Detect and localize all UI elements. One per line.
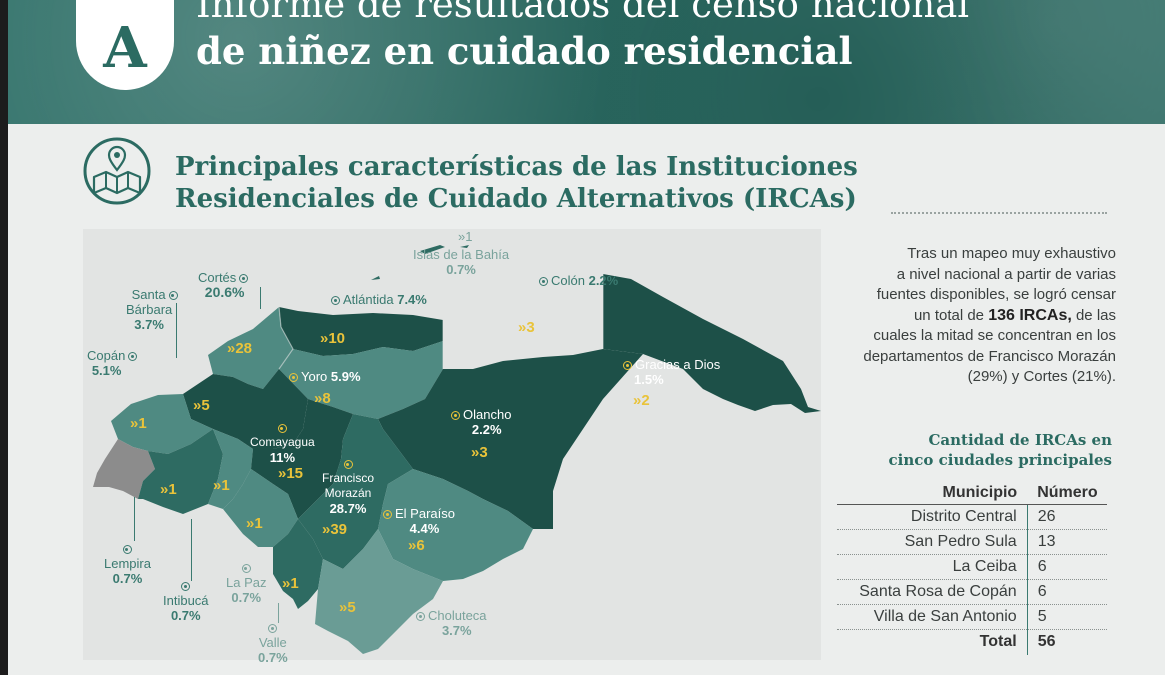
- header-banner: A Informe de resultados del censo nacion…: [8, 0, 1165, 124]
- report-title-line2: de niñez en cuidado residencial: [196, 29, 853, 73]
- col-numero: Número: [1027, 483, 1107, 505]
- count-cortes: »28: [227, 340, 253, 357]
- label-copan: Copán 5.1%: [87, 348, 140, 378]
- intro-line: Tras un mapeo muy exhaustivo: [907, 245, 1116, 262]
- table-total-row: Total 56: [837, 629, 1107, 655]
- map-santa-barbara: [183, 369, 308, 449]
- label-islas-de-la-bahia: Islas de la Bahía 0.7%: [413, 247, 510, 277]
- report-title: Informe de resultados del censo nacional…: [196, 0, 969, 74]
- count-francisco-morazan: »39: [322, 521, 348, 538]
- map-el-paraiso: [378, 469, 533, 581]
- table-row: Santa Rosa de Copán 6: [837, 579, 1107, 605]
- leader-intibuca: [191, 519, 192, 581]
- map-borders: [278, 274, 604, 370]
- count-colon: »3: [518, 319, 535, 336]
- leader-valle: [278, 603, 279, 623]
- map-choluteca: [315, 529, 443, 654]
- table-header-row: Municipio Número: [837, 483, 1107, 505]
- table-row: San Pedro Sula 13: [837, 529, 1107, 555]
- section-title-line2: Residenciales de Cuidado Alternativos (I…: [175, 184, 857, 214]
- label-lempira: Lempira 0.7%: [104, 541, 151, 586]
- label-comayagua: Comayagua 11%: [250, 420, 315, 465]
- label-la-paz: La Paz 0.7%: [226, 560, 266, 605]
- label-yoro: Yoro 5.9%: [286, 369, 361, 384]
- count-atlantida: »10: [320, 330, 346, 347]
- section-badge: A: [76, 0, 174, 90]
- section-title-line1: Principales características de las Insti…: [175, 152, 858, 182]
- count-el-paraiso: »6: [408, 537, 425, 554]
- intro-line: departamentos de Francisco Morazán: [863, 347, 1116, 365]
- map-gracias-a-dios: [603, 274, 821, 413]
- col-municipio: Municipio: [837, 483, 1028, 505]
- section-title: Principales características de las Insti…: [175, 151, 858, 215]
- leader-cortes: [260, 287, 261, 309]
- count-gracias-a-dios: »2: [633, 392, 650, 409]
- ircas-table: Municipio Número Distrito Central 26 San …: [837, 483, 1107, 655]
- count-lempira: »1: [160, 481, 177, 498]
- leader-lempira: [134, 497, 135, 541]
- map-cortes: [208, 307, 293, 389]
- label-santa-barbara: Santa Bárbara 3.7%: [126, 287, 186, 332]
- map-olancho: [378, 349, 643, 529]
- count-choluteca: »5: [339, 599, 356, 616]
- table-row: Distrito Central 26: [837, 504, 1107, 530]
- page: A Informe de resultados del censo nacion…: [8, 0, 1165, 675]
- map-atlantida: [279, 307, 443, 356]
- label-atlantida: Atlántida 7.4%: [328, 292, 427, 307]
- count-intibuca: »1: [213, 477, 230, 494]
- count-santa-barbara: »5: [193, 397, 210, 414]
- count-comayagua: »15: [278, 465, 304, 482]
- count-olancho: »3: [471, 444, 488, 461]
- map-la-paz: [223, 469, 298, 547]
- count-yoro: »8: [314, 390, 331, 407]
- count-copan: »1: [130, 415, 147, 432]
- label-cortes: Cortés 20.6%: [198, 270, 251, 300]
- intro-line: cuales la mitad se concentran en los: [873, 327, 1116, 344]
- report-title-line1: Informe de resultados del censo nacional: [196, 0, 970, 26]
- label-olancho: Olancho 2.2%: [448, 407, 511, 437]
- map-ocotepeque: [93, 439, 155, 499]
- intro-line: un total de 136 IRCAs, de las: [913, 306, 1116, 324]
- map-copan: [111, 394, 213, 454]
- leader-santa-barbara: [176, 303, 177, 358]
- map-lempira: [138, 429, 223, 514]
- map-francisco-morazan: [298, 414, 413, 569]
- table-row: La Ceiba 6: [837, 554, 1107, 580]
- map-intibuca: [208, 429, 253, 509]
- label-intibuca: Intibucá 0.7%: [163, 578, 209, 623]
- map-comayagua: [251, 399, 353, 519]
- intro-line: a nivel nacional a partir de varias: [896, 265, 1116, 283]
- label-colon: Colón 2.2%: [536, 273, 618, 288]
- label-gracias-a-dios: Gracias a Dios 1.5%: [620, 357, 720, 387]
- map-yoro: [279, 341, 443, 419]
- map-pin-icon: [83, 137, 151, 205]
- badge-letter: A: [103, 15, 147, 81]
- label-choluteca: Choluteca 3.7%: [413, 608, 487, 638]
- honduras-map: [93, 245, 821, 654]
- label-islas-count: »1: [458, 229, 473, 244]
- map-valle: [273, 519, 323, 609]
- table-title: Cantidad de IRCAs en cinco ciudades prin…: [888, 431, 1112, 469]
- intro-line: fuentes disponibles, se logró censar: [876, 286, 1116, 303]
- title-dotted-rule: [891, 212, 1107, 214]
- intro-paragraph: Tras un mapeo muy exhaustivo a nivel nac…: [820, 244, 1116, 388]
- header-texture: [8, 0, 1165, 124]
- count-valle: »1: [282, 575, 299, 592]
- intro-line: (29%) y Cortes (21%).: [967, 368, 1116, 385]
- label-valle: Valle 0.7%: [258, 620, 288, 665]
- count-la-paz: »1: [246, 515, 263, 532]
- table-row: Villa de San Antonio 5: [837, 604, 1107, 630]
- label-francisco-morazan: Francisco Morazán 28.7%: [322, 456, 374, 516]
- label-el-paraiso: El Paraíso 4.4%: [380, 506, 455, 536]
